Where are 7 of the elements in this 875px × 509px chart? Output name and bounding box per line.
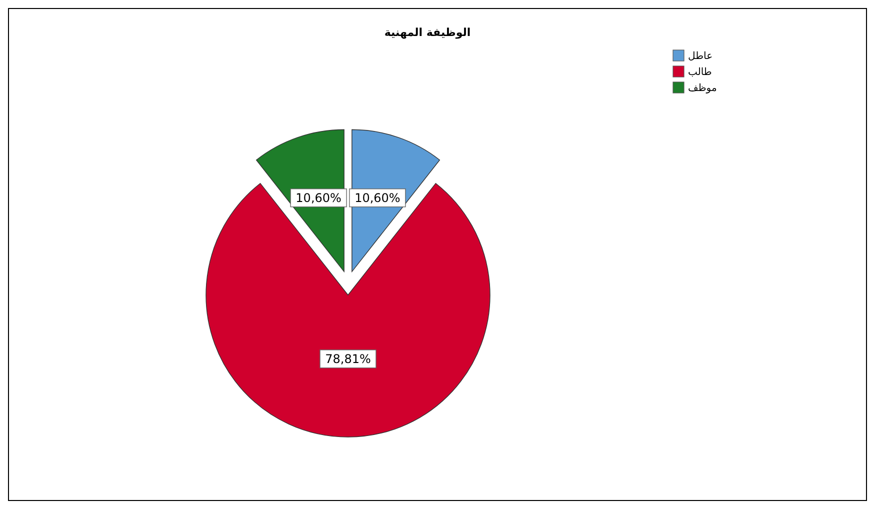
chart-title: الوظيفة المهنية (384, 26, 471, 39)
legend-label: موظف (688, 83, 717, 94)
data-label: 10,60% (296, 190, 342, 205)
data-label: 78,81% (325, 352, 371, 366)
legend-label: عاطل (688, 51, 713, 62)
data-label: 10,60% (354, 190, 400, 205)
legend-label: طالب (688, 67, 712, 78)
